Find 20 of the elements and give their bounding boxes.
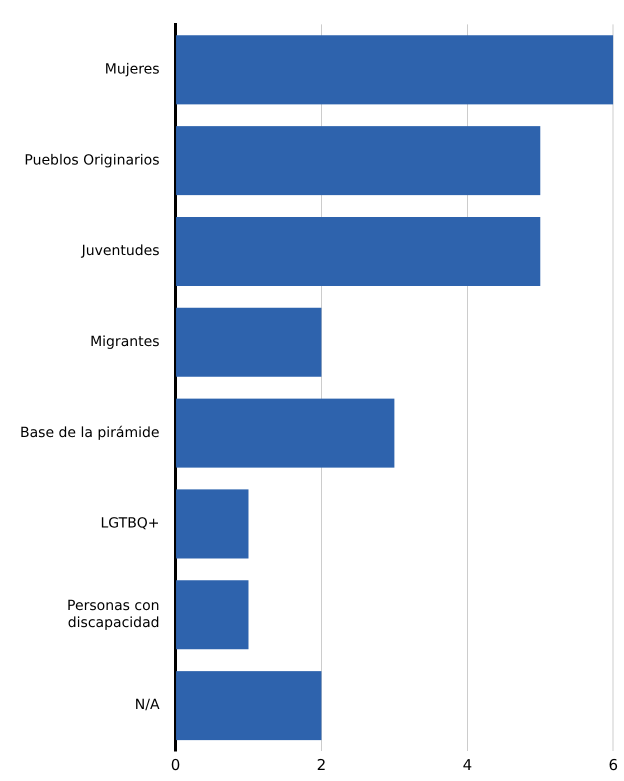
bar: [176, 398, 394, 468]
bar: [176, 35, 614, 104]
bar: [176, 580, 248, 650]
y-tick-label: Juventudes: [80, 243, 160, 260]
y-tick-label: Mujeres: [104, 61, 160, 78]
y-tick-label: Migrantes: [90, 334, 160, 350]
bar: [176, 671, 322, 740]
bar: [176, 308, 322, 377]
y-tick-label: N/A: [134, 697, 160, 714]
x-tick-label: 6: [608, 756, 618, 774]
y-tick-label: LGTBQ+: [100, 516, 160, 532]
y-tick-label: Base de la pirámide: [20, 424, 160, 441]
bar: [176, 489, 248, 558]
bar: [176, 126, 540, 196]
x-tick-label: 0: [170, 756, 180, 774]
y-tick-label: Pueblos Originarios: [24, 152, 160, 168]
bar: [176, 216, 540, 286]
x-tick-label: 4: [462, 756, 472, 774]
x-tick-label: 2: [316, 756, 326, 774]
y-tick-label: Personas con discapacidad: [67, 598, 160, 631]
